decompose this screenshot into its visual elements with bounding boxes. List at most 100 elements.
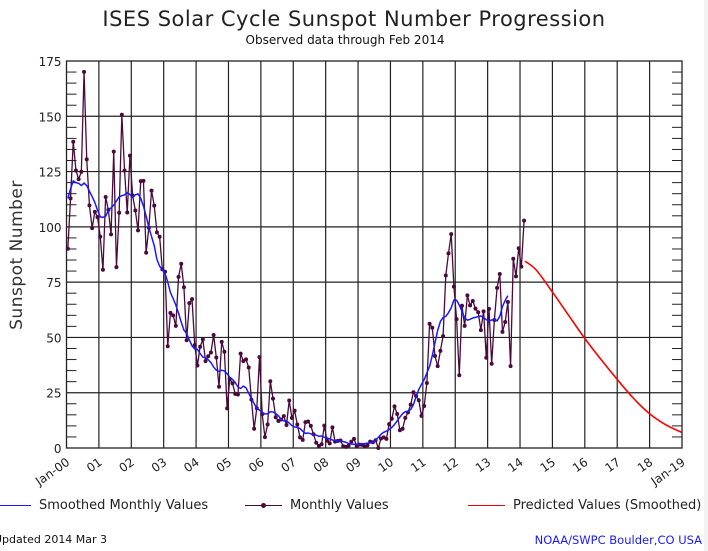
monthly-value-point (230, 381, 235, 386)
monthly-value-point (187, 301, 192, 306)
x-tick-label: 05 (214, 455, 235, 475)
monthly-value-point (435, 364, 440, 369)
monthly-value-point (495, 285, 500, 290)
y-tick-label: 75 (46, 276, 61, 290)
monthly-value-point (87, 203, 92, 208)
monthly-value-point (489, 361, 494, 366)
x-tick-label: 17 (602, 455, 623, 475)
monthly-value-point (103, 195, 108, 200)
monthly-value-point (457, 373, 462, 378)
monthly-values-line (67, 71, 525, 451)
monthly-value-point (473, 306, 478, 311)
monthly-value-point (262, 435, 267, 440)
monthly-value-point (314, 440, 319, 445)
monthly-value-point (403, 415, 408, 420)
monthly-value-point (125, 210, 130, 215)
monthly-value-point (154, 230, 159, 235)
monthly-value-point (300, 437, 305, 442)
monthly-value-point (203, 359, 208, 364)
monthly-value-point (273, 415, 278, 420)
monthly-value-point (200, 337, 205, 342)
monthly-value-point (252, 426, 257, 431)
monthly-value-point (289, 415, 294, 420)
y-axis: 0 25 50 75 100 125 150 175 (39, 55, 62, 456)
smoothed-values-line (67, 179, 509, 445)
monthly-value-point (195, 363, 200, 368)
monthly-value-point (346, 443, 351, 448)
monthly-value-point (265, 422, 270, 427)
series-monthly-values (65, 69, 527, 451)
x-tick-label: 10 (376, 455, 397, 475)
monthly-value-point (454, 317, 459, 322)
monthly-value-point (281, 414, 286, 419)
monthly-value-point (432, 354, 437, 359)
x-tick-label: 03 (149, 455, 170, 475)
x-tick-label: 01 (84, 455, 105, 475)
monthly-value-point (168, 310, 173, 315)
monthly-value-point (176, 274, 181, 279)
monthly-value-point (486, 306, 491, 311)
monthly-value-point (465, 293, 470, 298)
monthly-value-point (214, 355, 219, 360)
monthly-value-point (136, 228, 141, 233)
monthly-value-point (511, 256, 516, 261)
monthly-value-point (387, 422, 392, 427)
monthly-value-point (411, 390, 416, 395)
legend-swatch-monthly (245, 502, 282, 508)
monthly-value-point (165, 344, 170, 349)
monthly-value-point (308, 423, 313, 428)
monthly-value-point (422, 403, 427, 408)
monthly-value-point (71, 139, 76, 144)
grid (65, 60, 683, 449)
legend-label-predicted: Predicted Values (Smoothed) (513, 498, 702, 513)
monthly-value-point (181, 285, 186, 290)
plot-frame (65, 60, 683, 449)
monthly-value-point (287, 398, 292, 403)
monthly-value-point (244, 357, 249, 362)
monthly-value-point (424, 380, 429, 385)
legend-swatch-predicted (468, 505, 505, 506)
monthly-value-point (152, 203, 157, 208)
monthly-value-point (119, 112, 124, 117)
monthly-value-point (171, 313, 176, 318)
monthly-value-point (198, 344, 203, 349)
monthly-value-point (427, 321, 432, 326)
y-tick-label: 125 (39, 166, 62, 180)
x-tick-label: Jan-00 (32, 455, 72, 489)
monthly-value-point (65, 246, 70, 251)
x-tick-label: 18 (635, 455, 656, 475)
monthly-value-point (268, 379, 273, 384)
monthly-value-point (349, 439, 354, 444)
monthly-value-point (111, 149, 116, 154)
x-tick-label: 07 (278, 455, 299, 475)
series-predicted-values (524, 260, 683, 434)
monthly-value-point (306, 419, 311, 424)
monthly-value-point (217, 384, 222, 389)
monthly-value-point (449, 232, 454, 237)
monthly-value-point (519, 264, 524, 269)
x-tick-label: 14 (505, 455, 526, 475)
monthly-value-point (206, 354, 211, 359)
monthly-value-point (441, 334, 446, 339)
monthly-value-point (114, 265, 119, 270)
monthly-value-point (443, 273, 448, 278)
series-smoothed-values (67, 179, 509, 445)
monthly-value-point (127, 153, 132, 158)
monthly-value-point (508, 364, 513, 369)
y-axis-label: Sunspot Number (7, 180, 27, 330)
monthly-value-point (462, 323, 467, 328)
monthly-value-point (92, 209, 97, 214)
monthly-value-point (222, 349, 227, 354)
monthly-value-point (459, 303, 464, 308)
monthly-value-point (219, 339, 224, 344)
monthly-value-point (90, 226, 95, 231)
y-tick-label: 0 (54, 442, 62, 456)
legend-label-smoothed: Smoothed Monthly Values (39, 498, 209, 513)
x-tick-label: Jan-19 (648, 455, 688, 489)
monthly-value-point (184, 338, 189, 343)
chart-title: ISES Solar Cycle Sunspot Number Progress… (102, 7, 606, 31)
monthly-value-point (298, 435, 303, 440)
monthly-value-point (100, 267, 105, 272)
monthly-value-point (238, 351, 243, 356)
monthly-value-point (325, 438, 330, 443)
